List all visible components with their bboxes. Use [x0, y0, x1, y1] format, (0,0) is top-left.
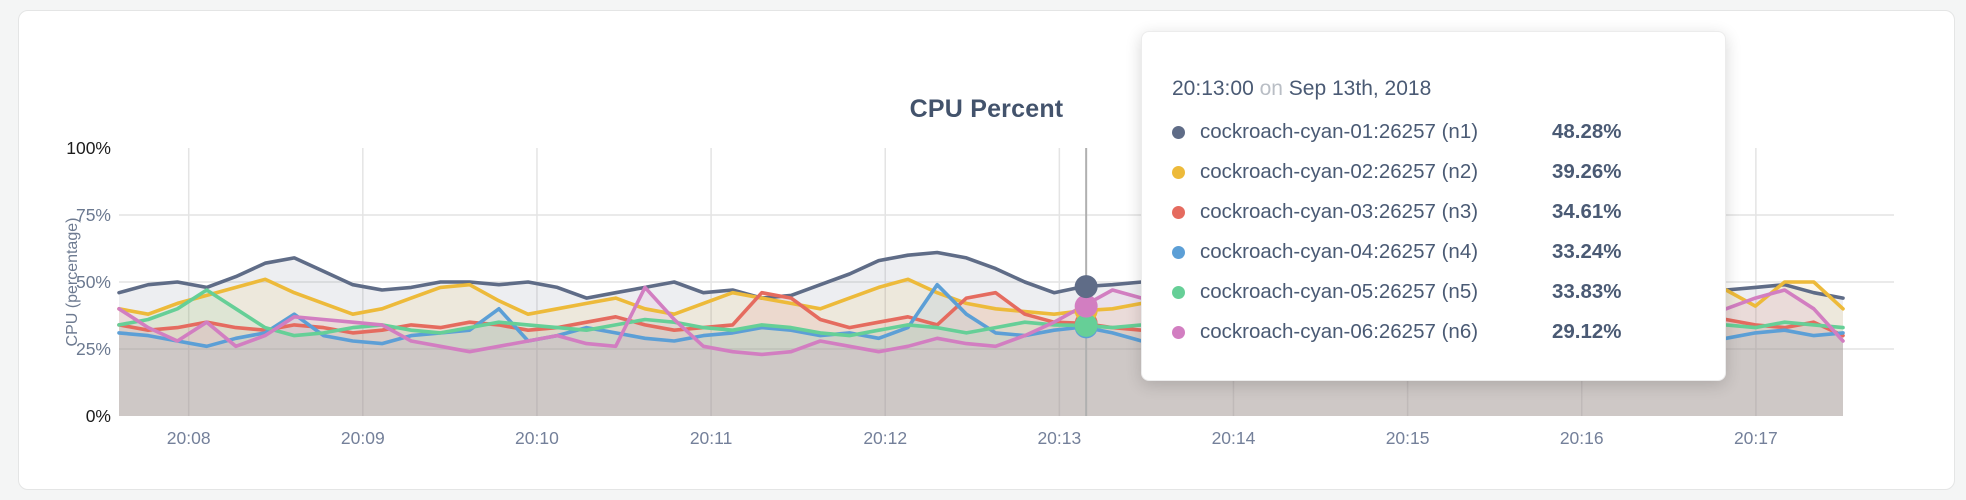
- hover-dot-n5: [1074, 313, 1098, 337]
- tooltip-date-text: Sep 13th, 2018: [1288, 77, 1432, 100]
- tooltip-series-label: cockroach-cyan-06:26257 (n6): [1200, 320, 1479, 343]
- y-tick-25%: 25%: [75, 339, 111, 359]
- tooltip-series-value: 48.28%: [1552, 120, 1622, 143]
- tooltip-on: on: [1259, 77, 1283, 100]
- tooltip-series-label: cockroach-cyan-01:26257 (n1): [1200, 120, 1479, 143]
- tooltip-series-value: 29.12%: [1552, 320, 1622, 343]
- tooltip-series-label: cockroach-cyan-02:26257 (n2): [1200, 160, 1479, 183]
- y-tick-0%: 0%: [85, 406, 111, 426]
- series-color-dot-icon: [1172, 285, 1185, 299]
- series-color-dot-icon: [1172, 165, 1185, 179]
- x-tick-20:15: 20:15: [1385, 428, 1430, 448]
- y-tick-75%: 75%: [75, 205, 111, 225]
- hover-tooltip: 20:13:00 on Sep 13th, 2018 cockroach-cya…: [1141, 31, 1726, 381]
- y-tick-50%: 50%: [75, 272, 111, 292]
- hover-dot-n6: [1074, 294, 1098, 318]
- series-color-dot-icon: [1172, 205, 1185, 219]
- tooltip-row: cockroach-cyan-05:26257 (n5) 33.83%: [1172, 272, 1695, 312]
- x-tick-20:11: 20:11: [689, 428, 733, 448]
- tooltip-series-value: 34.61%: [1552, 200, 1622, 223]
- tooltip-row: cockroach-cyan-02:26257 (n2) 39.26%: [1172, 152, 1695, 192]
- y-tick-100%: 100%: [66, 138, 111, 158]
- hover-dot-n1: [1074, 275, 1098, 299]
- chart-panel: CPU Percent CPU (percentage) 100% 75% 50% 2…: [18, 10, 1955, 490]
- series-color-dot-icon: [1172, 245, 1185, 259]
- tooltip-series-value: 33.83%: [1552, 280, 1622, 303]
- x-tick-20:09: 20:09: [340, 428, 385, 448]
- tooltip-row: cockroach-cyan-03:26257 (n3) 34.61%: [1172, 192, 1695, 232]
- chart-title: CPU Percent: [909, 95, 1064, 123]
- tooltip-series-label: cockroach-cyan-03:26257 (n3): [1200, 200, 1479, 223]
- x-tick-20:17: 20:17: [1733, 428, 1778, 448]
- series-color-dot-icon: [1172, 125, 1185, 139]
- series-area-n4: [119, 284, 1843, 416]
- x-tick-20:12: 20:12: [863, 428, 908, 448]
- tooltip-series-label: cockroach-cyan-05:26257 (n5): [1200, 280, 1479, 303]
- x-tick-20:13: 20:13: [1037, 428, 1082, 448]
- series-area-n3: [119, 292, 1843, 416]
- tooltip-time: 20:13:00: [1172, 77, 1254, 100]
- series-color-dot-icon: [1172, 325, 1185, 339]
- tooltip-row: cockroach-cyan-06:26257 (n6) 29.12%: [1172, 312, 1695, 352]
- x-tick-20:10: 20:10: [515, 428, 559, 448]
- x-tick-20:14: 20:14: [1211, 428, 1256, 448]
- series-area-n6: [119, 287, 1843, 416]
- tooltip-row: cockroach-cyan-04:26257 (n4) 33.24%: [1172, 232, 1695, 272]
- series-area-n5: [119, 290, 1843, 416]
- x-tick-20:16: 20:16: [1559, 428, 1604, 448]
- tooltip-row: cockroach-cyan-01:26257 (n1) 48.28%: [1172, 112, 1695, 152]
- tooltip-timestamp: 20:13:00 on Sep 13th, 2018: [1172, 72, 1695, 106]
- x-tick-20:08: 20:08: [166, 428, 211, 448]
- tooltip-series-value: 33.24%: [1552, 240, 1622, 263]
- tooltip-rows: cockroach-cyan-01:26257 (n1) 48.28% cockro…: [1172, 112, 1695, 352]
- tooltip-series-label: cockroach-cyan-04:26257 (n4): [1200, 240, 1479, 263]
- tooltip-series-value: 39.26%: [1552, 160, 1622, 183]
